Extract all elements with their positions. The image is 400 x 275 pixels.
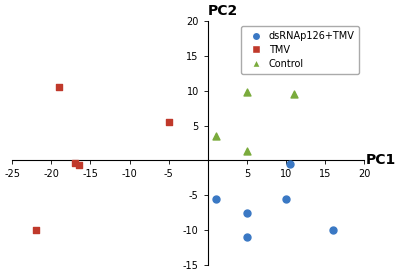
dsRNAp126+TMV [283, 197, 289, 201]
dsRNAp126+TMV [244, 235, 250, 239]
TMV [76, 163, 82, 167]
dsRNAp126+TMV [212, 197, 219, 201]
Control [244, 149, 250, 153]
Control [290, 92, 297, 97]
Control [244, 61, 250, 65]
Text: PC2: PC2 [208, 4, 238, 18]
TMV [72, 160, 78, 165]
Control [212, 134, 219, 138]
dsRNAp126+TMV [330, 228, 336, 232]
Control [244, 90, 250, 94]
Text: PC1: PC1 [366, 153, 396, 167]
dsRNAp126+TMV [244, 210, 250, 215]
TMV [166, 120, 172, 124]
dsRNAp126+TMV [287, 162, 293, 166]
TMV [56, 85, 62, 90]
TMV [32, 228, 39, 232]
Legend: dsRNAp126+TMV, TMV, Control: dsRNAp126+TMV, TMV, Control [241, 26, 359, 73]
